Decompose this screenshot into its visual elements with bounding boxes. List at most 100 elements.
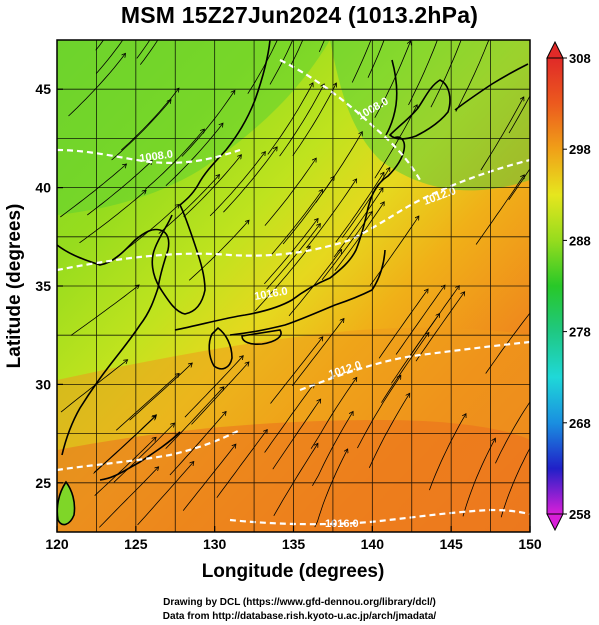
x-axis-ticks: 120 125 130 135 140 145 150 — [45, 526, 542, 552]
contour-label: 1016.0 — [325, 518, 359, 530]
streamline — [391, 314, 439, 384]
streamline — [381, 333, 428, 403]
streamline — [270, 337, 323, 404]
contour-label: 1008.0 — [139, 148, 174, 165]
x-axis-label: Longitude (degrees) — [202, 561, 385, 582]
streamline — [335, 173, 384, 243]
y-tick-label: 30 — [35, 376, 51, 392]
streamline — [183, 155, 241, 218]
streamline — [111, 100, 171, 161]
streamline — [129, 364, 192, 421]
streamline — [292, 84, 336, 156]
streamline — [209, 152, 265, 217]
contour-1016-west — [57, 429, 241, 472]
kuril-arc — [454, 63, 529, 111]
streamline — [269, 40, 294, 85]
streamline — [395, 286, 444, 355]
streamline — [314, 450, 348, 528]
streamline — [87, 161, 151, 216]
streamline — [184, 356, 243, 418]
streamline — [137, 462, 194, 526]
streamline — [247, 40, 278, 94]
lat-lon-grid — [57, 40, 530, 532]
streamline — [306, 180, 356, 248]
streamline — [223, 148, 276, 213]
streamline — [264, 219, 317, 285]
colorbar-max-arrow — [546, 40, 564, 59]
streamline — [279, 85, 324, 157]
sakhalin-coast — [385, 59, 398, 136]
map-title: MSM 15Z27Jun2024 (1013.2hPa) — [120, 2, 479, 28]
x-tick-label: 135 — [282, 536, 306, 552]
streamline — [455, 40, 490, 112]
streamline — [181, 91, 235, 157]
streamline — [134, 40, 136, 41]
streamline — [264, 384, 314, 453]
colorbar: 258 268 278 288 298 308 — [546, 40, 591, 532]
streamline — [60, 165, 126, 218]
x-tick-label: 125 — [124, 536, 148, 552]
contour-label: 1016.0 — [253, 285, 288, 303]
ryukyu-arc — [99, 431, 181, 481]
streamline — [264, 159, 316, 226]
streamline — [144, 130, 204, 190]
russia-coast — [179, 40, 271, 206]
credit-drawing: Drawing by DCL (https://www.gfd-dennou.o… — [163, 597, 436, 608]
japan-kyushu-coast — [208, 326, 233, 370]
streamline — [312, 412, 352, 486]
streamline — [70, 286, 139, 336]
colorbar-tick-label: 308 — [569, 51, 591, 66]
streamline — [169, 412, 226, 476]
streamline — [475, 176, 524, 245]
streamline — [480, 98, 524, 171]
streamline — [374, 42, 411, 118]
japan-honshu-south-coast — [229, 249, 386, 336]
streamline — [272, 400, 320, 470]
y-axis-ticks: 25 30 35 40 45 — [35, 81, 63, 491]
contour-1012-east — [299, 340, 530, 392]
streamline — [415, 292, 464, 362]
streamline — [369, 217, 418, 286]
streamline — [182, 445, 235, 511]
colorbar-tick-label: 298 — [569, 142, 591, 157]
china-coast — [57, 228, 170, 456]
streamline — [269, 190, 322, 257]
colorbar-scale — [546, 57, 564, 515]
streamline — [99, 467, 158, 528]
streamline — [139, 40, 159, 65]
streamline — [368, 394, 409, 468]
streamline — [374, 106, 417, 179]
streamline — [485, 312, 530, 374]
x-tick-label: 150 — [518, 536, 542, 552]
x-tick-label: 120 — [45, 536, 69, 552]
streamline — [273, 444, 318, 516]
x-tick-label: 140 — [361, 536, 385, 552]
contour-1008-west — [57, 148, 241, 164]
streamline — [500, 447, 530, 518]
streamline — [216, 430, 267, 498]
streamline — [378, 290, 428, 359]
colorbar-tick-label: 268 — [569, 416, 591, 431]
streamline — [508, 168, 530, 201]
streamline — [351, 40, 372, 83]
japan-shikoku-coast — [241, 329, 282, 345]
streamline — [333, 189, 382, 258]
streamline — [357, 376, 400, 449]
streamline — [408, 40, 438, 106]
streamline — [136, 40, 151, 59]
colorbar-tick-label: 288 — [569, 233, 591, 248]
colorbar-tick-label: 278 — [569, 325, 591, 340]
contour-1008-north — [279, 59, 421, 181]
wind-streamlines — [60, 40, 530, 528]
streamline — [68, 54, 126, 117]
streamline — [165, 124, 223, 186]
streamline — [367, 40, 385, 78]
y-axis-label: Latitude (degrees) — [4, 204, 25, 369]
y-tick-label: 45 — [35, 81, 51, 97]
y-tick-label: 40 — [35, 180, 51, 196]
streamline — [282, 177, 334, 245]
streamline — [430, 40, 462, 108]
x-tick-label: 130 — [203, 536, 227, 552]
